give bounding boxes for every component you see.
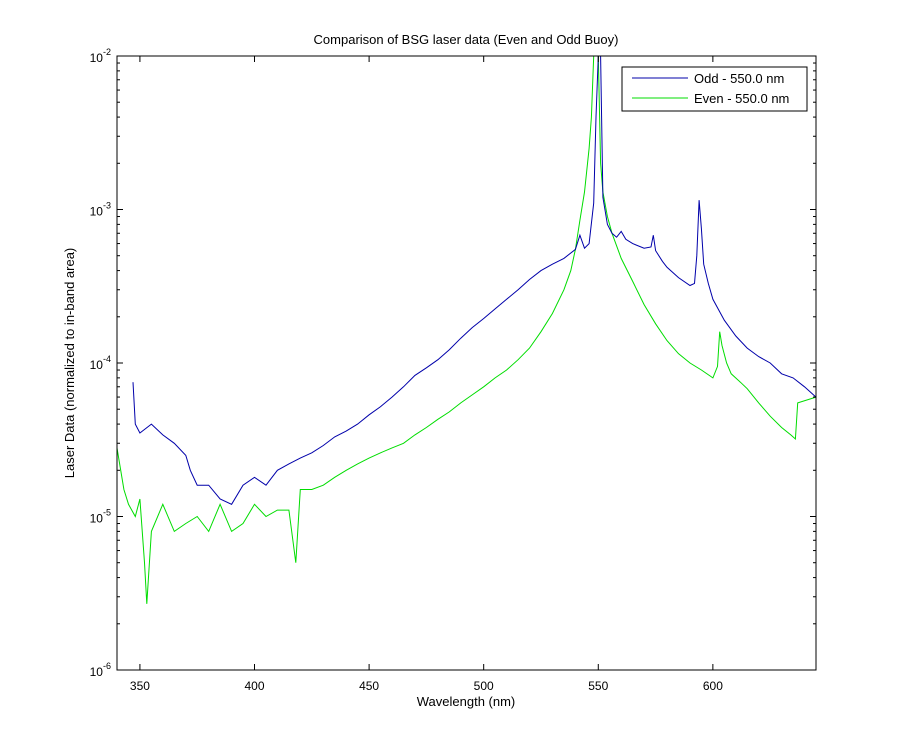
y-axis-ticks: 10-6 10-5 10-4 10-3 10-2 <box>90 47 816 679</box>
y-axis-label: Laser Data (normalized to in-band area) <box>62 248 77 479</box>
legend-label-even: Even - 550.0 nm <box>694 91 789 106</box>
x-tick-label: 450 <box>359 679 379 693</box>
x-tick-label: 500 <box>474 679 494 693</box>
legend-label-odd: Odd - 550.0 nm <box>694 71 784 86</box>
plot-area <box>117 56 816 670</box>
y-tick-label: 10-6 <box>90 661 111 679</box>
y-tick-label: 10-2 <box>90 47 111 65</box>
x-tick-label: 350 <box>130 679 150 693</box>
y-tick-label: 10-5 <box>90 508 111 526</box>
x-tick-label: 400 <box>244 679 264 693</box>
series-layer <box>116 55 817 604</box>
x-tick-label: 600 <box>703 679 723 693</box>
y-tick-label: 10-3 <box>90 201 111 219</box>
chart-title: Comparison of BSG laser data (Even and O… <box>314 32 619 47</box>
series-line-even <box>116 55 817 604</box>
x-axis-ticks: 350 400 450 500 550 600 <box>130 56 723 693</box>
x-axis-label: Wavelength (nm) <box>417 694 516 709</box>
x-tick-label: 550 <box>588 679 608 693</box>
series-line-odd <box>132 55 817 505</box>
y-tick-label: 10-4 <box>90 354 111 372</box>
legend: Odd - 550.0 nm Even - 550.0 nm <box>621 66 808 112</box>
legend-box <box>621 66 808 112</box>
